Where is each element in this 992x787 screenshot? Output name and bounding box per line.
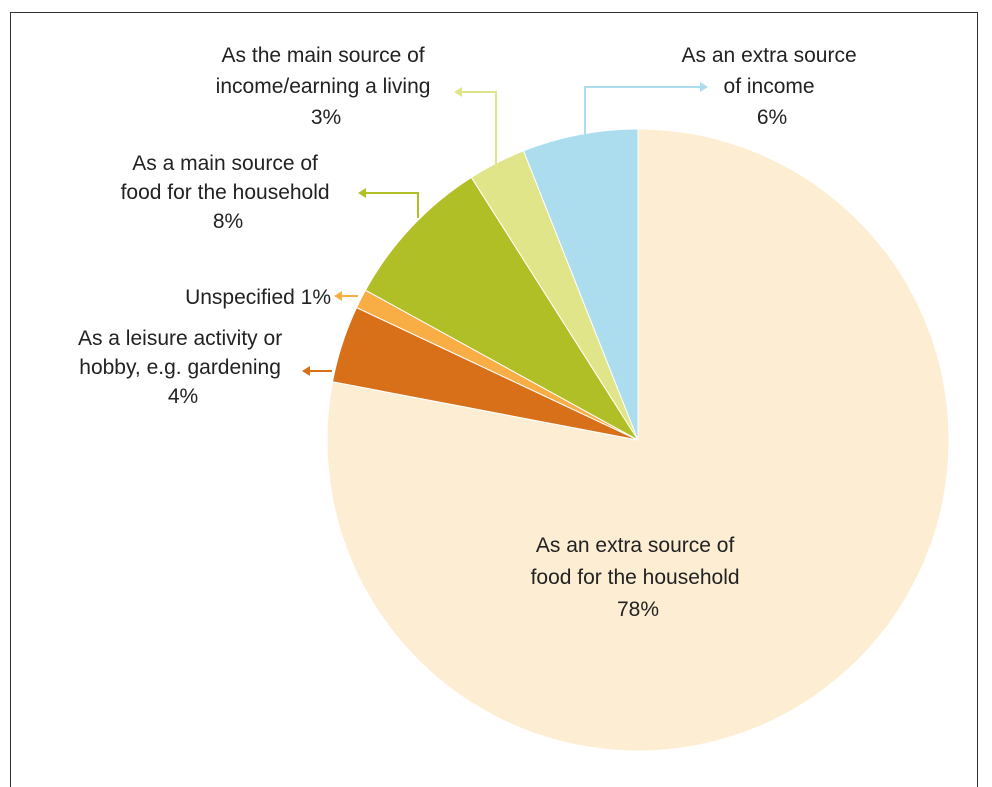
label-leisure: As a leisure activity or hobby, e.g. gar…	[78, 327, 288, 408]
leader-lines	[302, 82, 708, 376]
leader-leisure-arrowhead	[302, 366, 310, 376]
slice-extra-income	[522, 128, 639, 441]
slice-extra-food	[326, 128, 950, 752]
leader-main-food-arrowhead	[358, 188, 366, 198]
label-unspecified: Unspecified 1%	[185, 286, 331, 309]
label-extra-food: As an extra source of food for the house…	[531, 534, 746, 621]
pie-slices	[326, 128, 950, 752]
leader-extra-income-arrowhead	[700, 82, 708, 92]
slice-labels: As an extra source of food for the house…	[78, 44, 863, 621]
leader-extra-income	[584, 86, 700, 138]
label-extra-income: As an extra source of income 6%	[682, 44, 863, 129]
slice-main-food	[364, 176, 639, 441]
label-main-income: As the main source of income/earning a l…	[216, 44, 437, 129]
label-main-food: As a main source of food for the househo…	[121, 152, 336, 233]
leader-main-food	[366, 192, 419, 218]
leader-main-income-arrowhead	[454, 87, 462, 97]
chart-frame	[10, 12, 978, 787]
leader-main-income	[462, 91, 497, 168]
leader-unspecified-arrowhead	[334, 291, 342, 301]
